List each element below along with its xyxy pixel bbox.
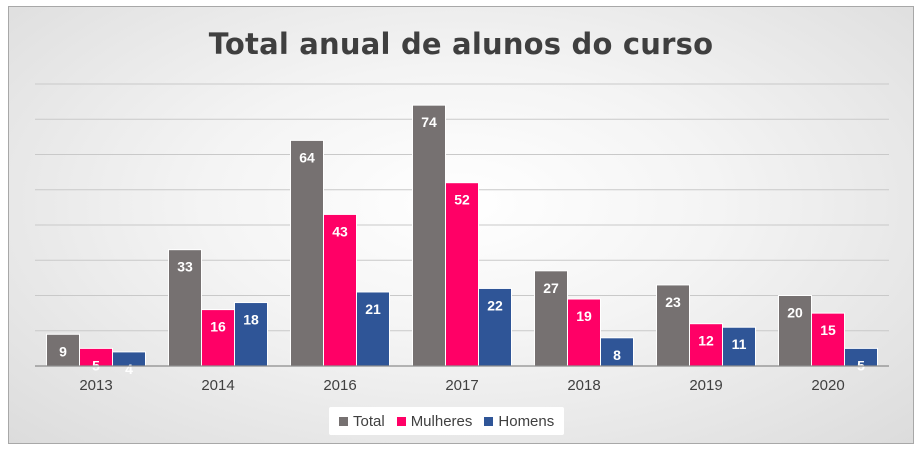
legend-swatch-mulheres bbox=[396, 416, 406, 426]
chart-plot: 9 5 4 2013 33 16 18 2014 64 43 21 2016 74 52 22 2017 27 1… bbox=[35, 83, 889, 394]
bar-homens-2019 bbox=[722, 326, 756, 367]
data-label-total-2019: 23 bbox=[665, 294, 681, 310]
data-label-homens-2016: 21 bbox=[365, 301, 381, 317]
x-tick-label: 2014 bbox=[201, 377, 234, 394]
data-label-mulheres-2014: 16 bbox=[210, 319, 226, 335]
data-label-total-2014: 33 bbox=[177, 259, 193, 275]
chart-area: Total anual de alunos do curso 9 5 4 2013 33… bbox=[8, 6, 914, 444]
data-label-homens-2018: 8 bbox=[613, 347, 621, 363]
data-label-homens-2020: 5 bbox=[857, 357, 865, 373]
legend-label-total: Total bbox=[353, 412, 385, 430]
bar-mulheres-2020 bbox=[811, 312, 845, 367]
legend-item-homens: Homens bbox=[484, 413, 554, 430]
data-label-total-2017: 74 bbox=[421, 114, 437, 130]
data-label-total-2020: 20 bbox=[787, 305, 803, 321]
x-tick-label: 2018 bbox=[567, 377, 600, 394]
data-label-mulheres-2016: 43 bbox=[332, 223, 348, 239]
legend-label-homens: Homens bbox=[498, 412, 555, 430]
data-label-mulheres-2020: 15 bbox=[820, 322, 836, 338]
data-label-total-2018: 27 bbox=[543, 280, 559, 296]
legend-label-mulheres: Mulheres bbox=[410, 412, 473, 430]
bar-total-2018 bbox=[534, 270, 568, 367]
bar-total-2019 bbox=[656, 284, 690, 367]
bar-total-2016 bbox=[290, 139, 324, 367]
x-tick-label: 2020 bbox=[811, 377, 844, 394]
bar-total-2014 bbox=[168, 249, 202, 367]
legend-item-total: Total bbox=[339, 413, 385, 430]
bar-total-2013 bbox=[46, 333, 80, 367]
bar-mulheres-2016 bbox=[323, 213, 357, 367]
x-tick-label: 2017 bbox=[445, 377, 478, 394]
chart-legend: Total Mulheres Homens bbox=[329, 407, 565, 435]
data-label-homens-2013: 4 bbox=[125, 361, 133, 377]
chart-title: Total anual de alunos do curso bbox=[208, 27, 714, 61]
bar-mulheres-2014 bbox=[201, 309, 235, 367]
data-label-total-2016: 64 bbox=[299, 149, 315, 165]
data-label-mulheres-2013: 5 bbox=[92, 357, 100, 373]
bar-mulheres-2018 bbox=[567, 298, 601, 367]
data-label-mulheres-2019: 12 bbox=[698, 333, 714, 349]
legend-item-mulheres: Mulheres bbox=[396, 412, 473, 430]
data-label-total-2013: 9 bbox=[59, 343, 67, 359]
x-tick-label: 2016 bbox=[323, 377, 356, 394]
legend-swatch-total bbox=[339, 416, 348, 426]
data-label-homens-2019: 11 bbox=[732, 336, 747, 352]
data-label-homens-2014: 18 bbox=[243, 312, 259, 328]
legend-swatch-homens bbox=[484, 416, 494, 426]
x-tick-label: 2019 bbox=[689, 377, 722, 394]
bar-total-2017 bbox=[412, 104, 446, 367]
data-label-mulheres-2018: 19 bbox=[576, 308, 592, 324]
bar-mulheres-2017 bbox=[445, 182, 479, 367]
bar-homens-2014 bbox=[234, 302, 268, 367]
x-tick-label: 2013 bbox=[79, 377, 112, 394]
data-label-mulheres-2017: 52 bbox=[454, 192, 470, 208]
data-label-homens-2017: 22 bbox=[487, 297, 503, 313]
bar-homens-2016 bbox=[356, 291, 390, 367]
bar-homens-2017 bbox=[478, 287, 512, 367]
